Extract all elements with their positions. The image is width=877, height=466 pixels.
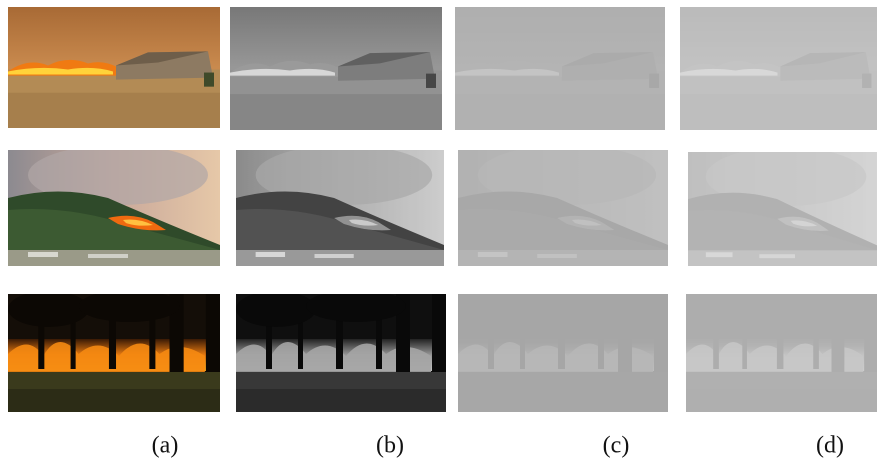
photo: [455, 7, 665, 130]
panel-label: (d): [816, 433, 844, 459]
photo: [8, 290, 220, 412]
photo: [686, 290, 877, 412]
photo: [458, 290, 668, 412]
photo: [8, 145, 220, 266]
photo: [680, 7, 877, 130]
panel-label: (a): [152, 433, 179, 459]
panel-label: (c): [603, 433, 630, 459]
photo: [688, 147, 877, 266]
photo: [230, 7, 442, 130]
photo: [8, 7, 220, 128]
panel-label: (b): [376, 433, 404, 459]
photo: [236, 290, 446, 412]
figure: (a) (b) (c) (d): [0, 0, 877, 466]
photo: [458, 145, 668, 266]
photo: [236, 145, 444, 266]
